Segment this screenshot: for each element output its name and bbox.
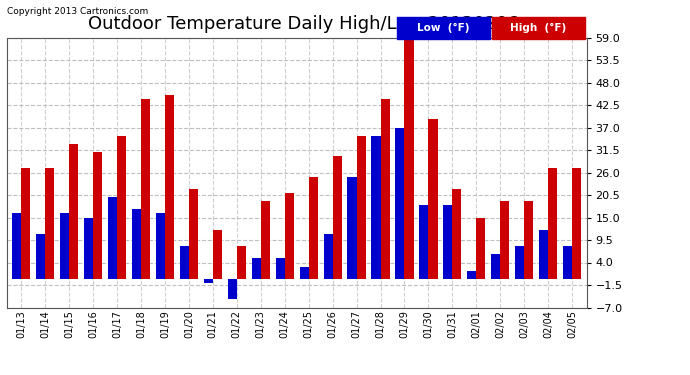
Bar (165, 95, 174, 279)
Bar (467, 271, 476, 279)
Bar (333, 156, 342, 279)
Bar (252, 258, 261, 279)
Bar (395, 128, 404, 279)
Bar (539, 230, 548, 279)
Bar (46, 168, 55, 279)
Bar (572, 168, 581, 279)
Bar (228, 279, 237, 299)
Bar (380, 99, 390, 279)
Bar (261, 201, 270, 279)
Bar (348, 177, 357, 279)
Bar (69, 144, 78, 279)
Bar (275, 258, 285, 279)
Bar (141, 99, 150, 279)
Bar (60, 213, 69, 279)
Text: High  (°F): High (°F) (511, 23, 566, 33)
Bar (443, 205, 453, 279)
Bar (204, 279, 213, 283)
Bar (285, 193, 294, 279)
Bar (237, 246, 246, 279)
Bar (36, 234, 46, 279)
Bar (308, 177, 318, 279)
Bar (491, 254, 500, 279)
Bar (12, 213, 21, 279)
Bar (180, 246, 189, 279)
Text: Low  (°F): Low (°F) (417, 23, 470, 33)
Bar (156, 213, 165, 279)
Bar (299, 267, 308, 279)
Bar (357, 136, 366, 279)
Bar (21, 168, 30, 279)
Bar (404, 38, 413, 279)
Bar (189, 189, 198, 279)
Bar (420, 205, 428, 279)
Bar (324, 234, 333, 279)
Bar (548, 168, 558, 279)
Bar (428, 119, 437, 279)
Bar (84, 217, 93, 279)
Bar (500, 201, 509, 279)
Bar (117, 136, 126, 279)
Bar (132, 209, 141, 279)
Bar (108, 197, 117, 279)
Bar (524, 201, 533, 279)
Bar (213, 230, 222, 279)
Bar (515, 246, 524, 279)
Bar (93, 152, 102, 279)
Bar (453, 189, 462, 279)
Bar (563, 246, 572, 279)
Bar (476, 217, 486, 279)
Bar (371, 136, 380, 279)
Text: Copyright 2013 Cartronics.com: Copyright 2013 Cartronics.com (7, 7, 148, 16)
Text: Outdoor Temperature Daily High/Low 20130206: Outdoor Temperature Daily High/Low 20130… (88, 15, 519, 33)
